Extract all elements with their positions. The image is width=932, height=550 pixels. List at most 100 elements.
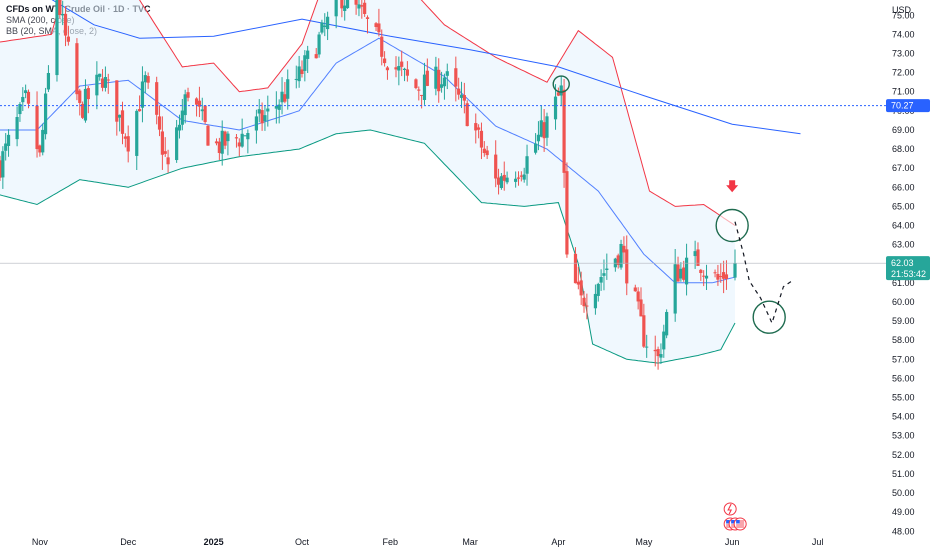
candle-body [183, 94, 187, 116]
candle-body [100, 78, 105, 88]
candle-body [297, 66, 301, 82]
candle [414, 78, 418, 90]
price-axis[interactable]: USD75.0074.0073.0072.0071.0070.0069.0068… [886, 0, 932, 550]
candle-body [175, 127, 179, 161]
candle-body [516, 177, 521, 179]
price-tick-label: 67.00 [892, 163, 915, 173]
sma-200-line [51, 0, 801, 135]
time-tick-label: 2025 [204, 537, 224, 547]
candle [382, 51, 387, 67]
candle-body [496, 177, 501, 185]
candle [200, 97, 204, 121]
candle-body [106, 79, 110, 81]
candle-body [485, 150, 489, 156]
flash-icon [723, 502, 737, 516]
candle [562, 78, 566, 188]
candle-body [442, 77, 447, 87]
legend-sma-label[interactable]: SMA (200, close) [6, 15, 75, 25]
candle-body [197, 100, 202, 107]
candle [576, 266, 580, 290]
candle [605, 253, 609, 280]
candle [494, 140, 498, 188]
candle [439, 71, 444, 93]
candle [103, 66, 108, 92]
candle [716, 264, 720, 286]
candle-body [599, 277, 603, 283]
candle [18, 102, 22, 122]
candle [354, 0, 358, 15]
candle-body [673, 264, 677, 314]
candle-body [439, 84, 444, 88]
time-tick-label: Nov [32, 537, 49, 547]
candle-body [98, 73, 102, 77]
candle [545, 112, 549, 146]
candle [559, 76, 563, 107]
candle-body [505, 177, 509, 183]
candle [445, 63, 449, 90]
candle-body [38, 145, 42, 153]
candle-body [334, 0, 338, 17]
candle [437, 58, 441, 103]
candle-body [254, 116, 258, 131]
candle-body [323, 25, 327, 28]
candle [422, 62, 427, 105]
candle [374, 22, 378, 32]
candle [616, 253, 620, 269]
candle-body [177, 124, 182, 131]
candle-body [326, 16, 330, 30]
candle-body [417, 89, 421, 91]
candle [636, 287, 640, 310]
time-tick-label: Oct [295, 537, 310, 547]
candle [320, 19, 324, 35]
candle [260, 102, 264, 131]
price-tick-label: 71.00 [892, 87, 915, 97]
price-axis-currency: USD [892, 5, 912, 15]
candle-body [676, 264, 680, 282]
candle [593, 284, 598, 315]
candle [283, 82, 287, 104]
candle-body [684, 257, 689, 285]
candle-body [320, 22, 324, 33]
candle [704, 264, 709, 290]
candle [442, 73, 447, 100]
candle [163, 137, 167, 157]
candle [75, 38, 79, 101]
candle-body [434, 66, 438, 89]
time-tick-label: Jul [812, 537, 824, 547]
candle [263, 104, 267, 131]
candle [462, 82, 466, 114]
candle [713, 269, 717, 278]
candle [203, 105, 207, 125]
candle-body [78, 90, 82, 103]
candle-body [420, 94, 424, 96]
candle-body [15, 117, 19, 140]
candle [702, 270, 706, 287]
candle-body [203, 105, 207, 123]
candle-body [724, 274, 729, 280]
candle-body [363, 2, 367, 14]
time-axis[interactable]: Oct Nov Dec 2025 Feb Mar Apr May Jun Jul [32, 537, 824, 547]
candle [78, 88, 82, 116]
candle-body [86, 88, 90, 100]
candle-body [234, 137, 239, 139]
candle-body [95, 74, 99, 96]
candle-body [266, 108, 270, 112]
legend-bb-label[interactable]: BB (20, SMA, close, 2) [6, 26, 98, 36]
candle-body [200, 109, 204, 112]
candle-body [120, 110, 125, 134]
candle-body [619, 243, 623, 268]
candle [166, 149, 170, 173]
candle [380, 29, 384, 66]
candle [343, 0, 347, 21]
time-tick-label: Feb [383, 537, 399, 547]
price-level-tag [886, 99, 930, 113]
candle-body [4, 143, 8, 151]
candle-body [357, 4, 361, 9]
candle [625, 235, 629, 296]
candle [157, 105, 162, 137]
candle [297, 55, 301, 88]
candle-body [536, 134, 541, 142]
candle-body [246, 133, 250, 140]
candle [323, 13, 327, 37]
